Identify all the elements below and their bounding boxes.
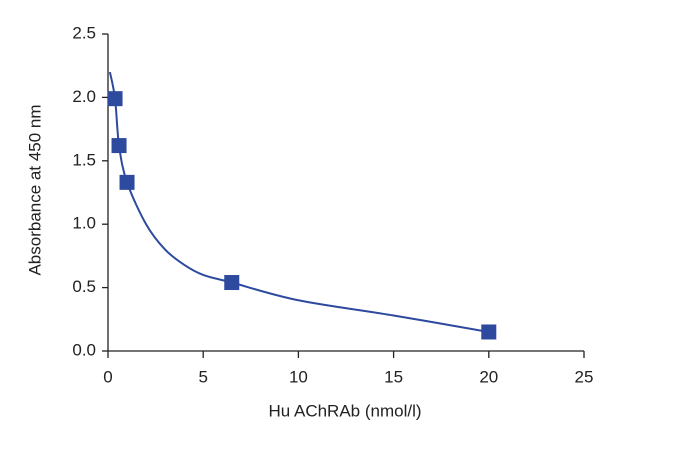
y-tick-label: 1.5 [72, 150, 96, 169]
y-axis-label: Absorbance at 450 nm [25, 104, 44, 275]
x-tick-label: 25 [575, 367, 594, 386]
y-tick-label: 2.5 [72, 23, 96, 42]
x-axis-label: Hu AChRAb (nmol/l) [268, 401, 421, 420]
x-tick-label: 0 [103, 367, 112, 386]
data-point [224, 275, 240, 291]
y-tick-label: 0.5 [72, 277, 96, 296]
x-tick-label: 10 [289, 367, 308, 386]
y-tick-label: 2.0 [72, 87, 96, 106]
x-tick-label: 15 [384, 367, 403, 386]
x-tick-label: 20 [479, 367, 498, 386]
y-tick-label: 1.0 [72, 214, 96, 233]
data-point [111, 138, 127, 154]
x-tick-label: 5 [198, 367, 207, 386]
data-point [107, 91, 123, 107]
y-tick-label: 0.0 [72, 340, 96, 359]
data-point [481, 324, 497, 340]
data-point [119, 174, 135, 190]
fit-curve [108, 71, 489, 333]
